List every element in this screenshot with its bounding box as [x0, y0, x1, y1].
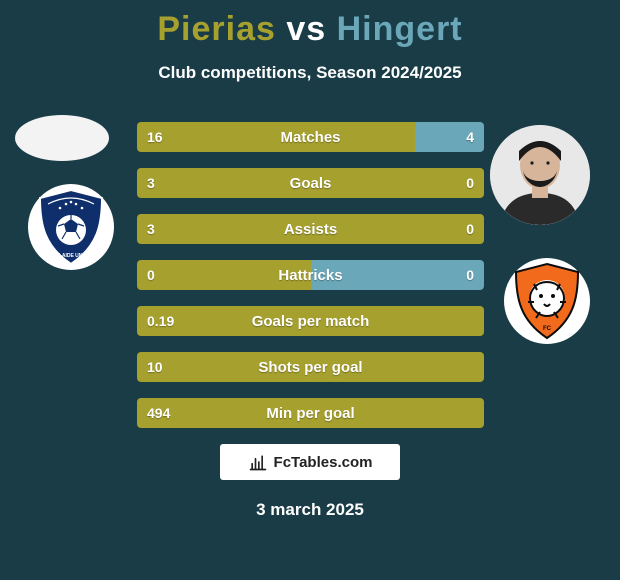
stat-label: Hattricks — [137, 260, 484, 290]
stat-row: Matches16 4 — [137, 122, 484, 152]
stat-label: Assists — [137, 214, 484, 244]
stat-value-right: 0 — [466, 168, 474, 198]
stat-value-left: 0.19 — [147, 306, 174, 336]
stat-row: Hattricks0 0 — [137, 260, 484, 290]
title-vs: vs — [286, 10, 326, 48]
subtitle: Club competitions, Season 2024/2025 — [0, 63, 620, 83]
stat-value-right: 0 — [466, 214, 474, 244]
male-headshot-icon — [490, 125, 590, 225]
bar-chart-icon — [248, 452, 268, 472]
stat-row: Assists3 0 — [137, 214, 484, 244]
title-player2: Hingert — [337, 10, 463, 48]
stat-label: Min per goal — [137, 398, 484, 428]
player1-avatar-placeholder — [15, 115, 109, 161]
stat-value-left: 3 — [147, 214, 155, 244]
stat-value-right: 0 — [466, 260, 474, 290]
brisbane-roar-badge-icon: FC — [504, 258, 590, 344]
stat-row: Goals3 0 — [137, 168, 484, 198]
title-player1: Pierias — [157, 10, 276, 48]
date-text: 3 march 2025 — [0, 500, 620, 520]
stat-row: Goals per match0.19 — [137, 306, 484, 336]
stat-row: Min per goal494 — [137, 398, 484, 428]
stat-value-left: 3 — [147, 168, 155, 198]
player1-club-badge: ADELAIDE UNITED — [28, 184, 114, 270]
stat-value-left: 0 — [147, 260, 155, 290]
player2-avatar — [490, 125, 590, 225]
stat-value-right: 4 — [466, 122, 474, 152]
stat-value-left: 494 — [147, 398, 170, 428]
watermark-badge: FcTables.com — [220, 444, 400, 480]
stat-label: Matches — [137, 122, 484, 152]
stats-bars: Matches164Goals30Assists30Hattricks00Goa… — [137, 122, 484, 444]
stat-label: Shots per goal — [137, 352, 484, 382]
page-title: Pierias vs Hingert — [0, 0, 620, 49]
player2-club-badge: FC — [504, 258, 590, 344]
stat-value-left: 10 — [147, 352, 163, 382]
stat-label: Goals per match — [137, 306, 484, 336]
stat-value-left: 16 — [147, 122, 163, 152]
watermark-text: FcTables.com — [274, 454, 373, 471]
stat-label: Goals — [137, 168, 484, 198]
stat-row: Shots per goal10 — [137, 352, 484, 382]
svg-text:FC: FC — [543, 326, 552, 332]
svg-text:ADELAIDE UNITED: ADELAIDE UNITED — [48, 253, 94, 259]
adelaide-united-badge-icon: ADELAIDE UNITED — [28, 184, 114, 270]
